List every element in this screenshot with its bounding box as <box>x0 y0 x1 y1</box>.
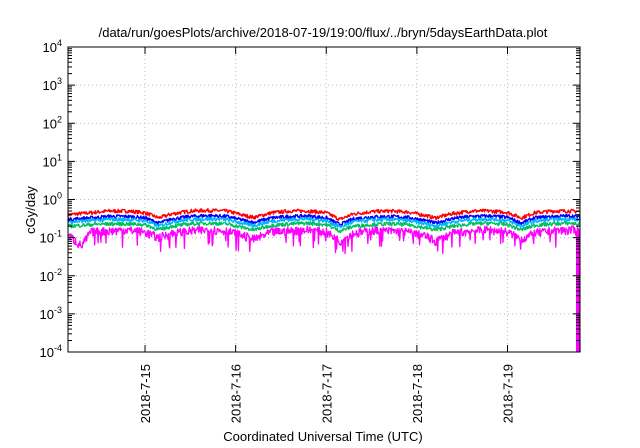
x-tick-label: 2018-7-17 <box>319 364 334 423</box>
x-tick-label: 2018-7-15 <box>138 364 153 423</box>
y-tick-label: 102 <box>43 114 62 131</box>
y-tick-label: 103 <box>43 76 62 93</box>
y-tick-label: 10-2 <box>40 267 62 284</box>
y-tick-label: 101 <box>43 152 62 169</box>
series-drop-bar <box>576 230 580 352</box>
series-line-1 <box>67 207 581 222</box>
series-line-2 <box>67 213 581 227</box>
x-axis-label: Coordinated Universal Time (UTC) <box>223 429 422 444</box>
tick-marks <box>68 46 580 353</box>
series-line-3 <box>67 216 581 229</box>
y-tick-label: 10-1 <box>40 229 62 246</box>
chart-title: /data/run/goesPlots/archive/2018-07-19/1… <box>99 25 548 40</box>
y-tick-label: 100 <box>43 191 62 208</box>
y-tick-label: 10-3 <box>40 305 62 322</box>
series-line-5 <box>67 225 581 353</box>
plot-frame <box>67 46 581 353</box>
y-tick-label: 10-4 <box>40 343 62 360</box>
y-axis-label: cGy/day <box>23 186 38 234</box>
x-tick-label: 2018-7-19 <box>501 364 516 423</box>
y-tick-label: 104 <box>43 38 62 55</box>
series-line-4 <box>67 221 581 234</box>
grid <box>68 47 580 352</box>
y-tick-labels: 10-4 10-3 10-2 10-1 100 101 102 103 104 <box>40 38 62 360</box>
series-group <box>67 207 581 353</box>
x-tick-label: 2018-7-18 <box>410 364 425 423</box>
x-tick-labels: 2018-7-15 2018-7-16 2018-7-17 2018-7-18 2018… <box>138 364 515 423</box>
x-tick-label: 2018-7-16 <box>229 364 244 423</box>
